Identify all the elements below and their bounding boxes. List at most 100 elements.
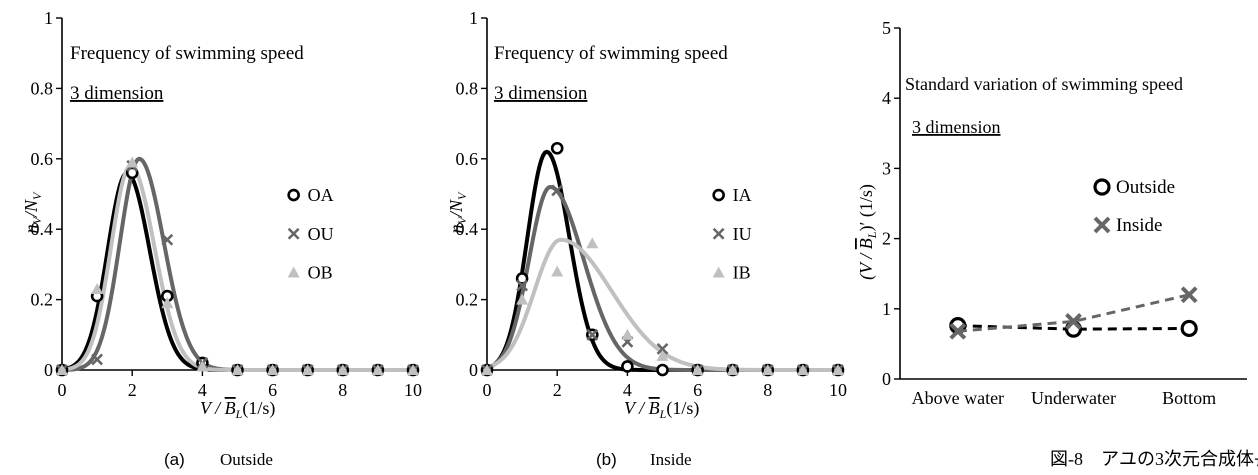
panel-a-legend-marker-ou xyxy=(287,227,300,240)
panel-c-category-label: Bottom xyxy=(1162,388,1216,408)
panel-c-legend-marker-outside xyxy=(1093,178,1111,196)
panel-a-point-ob xyxy=(91,283,104,295)
panel-b-point-ib xyxy=(761,364,774,375)
panel-a-point-ob xyxy=(407,364,419,375)
panel-a-ytick-label: 0.8 xyxy=(31,78,54,98)
panel-a-xtick-label: 0 xyxy=(58,380,67,400)
panel-b-point-ib xyxy=(551,265,564,277)
panel-a-legend-marker-ob xyxy=(287,266,300,278)
panel-a-caption: Outside xyxy=(220,450,273,469)
panel-b-point-iu xyxy=(516,279,529,292)
panel-a-point-ob xyxy=(231,364,244,375)
panel-b-ytick-label: 0.2 xyxy=(456,290,479,310)
panel-b-subtitle: 3 dimension xyxy=(494,83,588,104)
panel-b-xlabel: V / BL(1/s) xyxy=(624,398,699,421)
panel-c-ytick-label: 2 xyxy=(882,229,891,249)
panel-b-point-ib xyxy=(832,364,844,375)
panel-a-ytick-label: 0.2 xyxy=(31,290,54,310)
panel-c-ytick-label: 4 xyxy=(882,88,891,108)
panel-b-point-ib xyxy=(796,364,809,375)
panel-c-category-label: Above water xyxy=(912,388,1004,408)
panel-a-legend-oa: OA xyxy=(308,185,334,205)
panel-a-ytick-label: 0 xyxy=(44,360,53,380)
panel-b-point-ib xyxy=(656,349,669,361)
panel-a-curve-ou xyxy=(61,156,413,372)
panel-c-ytick-label: 5 xyxy=(882,18,891,38)
panel-a-label: (a) xyxy=(164,450,185,469)
panel-a-point-ob xyxy=(161,297,174,309)
panel-a-point-ou xyxy=(161,233,174,246)
panel-c-legend-marker-inside xyxy=(1093,216,1111,234)
panel-b-point-iu xyxy=(551,184,564,197)
panel-c-ytick-label: 3 xyxy=(882,158,891,178)
panel-b-xtick-label: 2 xyxy=(553,380,562,400)
panel-a-subtitle: 3 dimension xyxy=(70,83,164,104)
panel-c-subtitle: 3 dimension xyxy=(912,117,1001,137)
panel-c-point-inside xyxy=(1180,286,1198,304)
panel-c-caption: 図-8 アユの3次元合成体長倍 xyxy=(1050,449,1258,469)
panel-c-ytick-label: 1 xyxy=(882,299,891,319)
panel-a-title: Frequency of swimming speed xyxy=(70,43,304,64)
panel-a-ytick-label: 0.4 xyxy=(31,219,54,239)
panel-b-point-ib xyxy=(726,364,739,375)
panel-c-line-inside xyxy=(957,293,1190,333)
panel-b-point-ia xyxy=(621,360,634,373)
panel-a-xtick-label: 10 xyxy=(404,380,422,400)
panel-c-legend-outside: Outside xyxy=(1116,177,1175,198)
panel-b-xtick-label: 0 xyxy=(483,380,492,400)
panel-b-title: Frequency of swimming speed xyxy=(494,43,728,64)
panel-b-point-ib xyxy=(586,237,599,249)
panel-c-point-inside xyxy=(1065,313,1082,330)
panel-b-xtick-label: 6 xyxy=(693,380,702,400)
panel-a-xtick-label: 8 xyxy=(338,380,347,400)
panel-b-point-ia xyxy=(656,363,669,377)
panel-b-xtick-label: 8 xyxy=(763,380,772,400)
panel-a-legend-ou: OU xyxy=(308,224,334,244)
panel-c-legend-inside: Inside xyxy=(1116,215,1162,236)
panel-a-ylabel: nV/NV xyxy=(21,191,44,233)
panel-a-point-ob xyxy=(56,364,68,375)
panel-c-ylabel: (V / BL)′ (1/s) xyxy=(856,184,879,280)
panel-b-legend-iu: IU xyxy=(733,224,752,244)
panel-b-point-ia xyxy=(515,272,529,285)
panel-b-legend-ia: IA xyxy=(733,185,752,205)
panel-a-point-ob xyxy=(301,364,314,375)
panel-b-ytick-label: 1 xyxy=(469,8,478,28)
panel-b-curve-ia xyxy=(486,149,838,372)
panel-c-title: Standard variation of swimming speed xyxy=(905,74,1183,94)
panel-a-point-ob xyxy=(266,364,279,375)
panel-b-ytick-label: 0.4 xyxy=(456,219,479,239)
panel-a-point-ob xyxy=(336,364,349,375)
panel-c-point-inside xyxy=(949,322,967,340)
panel-a-point-ob xyxy=(196,360,209,372)
panel-b-caption: Inside xyxy=(650,450,692,469)
panel-b-label: (b) xyxy=(596,450,617,469)
panel-b-ytick-label: 0.6 xyxy=(456,149,479,169)
panel-c-axes: 0 1 2 3 4 5 Above water Underwater Bottom Outside… xyxy=(882,18,1247,408)
panel-a-legend-ob: OB xyxy=(308,262,333,282)
panel-b-legend-ib: IB xyxy=(733,262,751,282)
panel-b-ytick-label: 0 xyxy=(469,360,478,380)
panel-b-point-ib xyxy=(691,364,704,375)
panel-c-point-outside xyxy=(1180,319,1198,338)
panel-b-point-iu xyxy=(586,328,599,341)
panel-b-ylabel: nV/NV xyxy=(446,191,469,233)
panel-b-legend-marker-ib xyxy=(712,266,725,278)
panel-b-ytick-label: 0.8 xyxy=(456,78,479,98)
panel-a-xtick-label: 4 xyxy=(198,380,207,400)
panel-c-std-variation: 0 1 2 3 4 5 Above water Underwater Bottom Outside… xyxy=(856,18,1258,469)
panel-b-point-ia xyxy=(550,141,564,155)
panel-a-xtick-label: 6 xyxy=(268,380,277,400)
panel-a-xtick-label: 2 xyxy=(128,380,137,400)
panel-b-xtick-label: 4 xyxy=(623,380,632,400)
panel-b-point-ib xyxy=(516,293,529,305)
panel-b-point-ib xyxy=(621,328,634,340)
panel-b-legend-marker-ia xyxy=(712,188,725,202)
panel-a-point-ou xyxy=(91,353,104,366)
panel-c-ytick-label: 0 xyxy=(882,369,891,389)
panel-a-ytick-label: 1 xyxy=(44,8,53,28)
